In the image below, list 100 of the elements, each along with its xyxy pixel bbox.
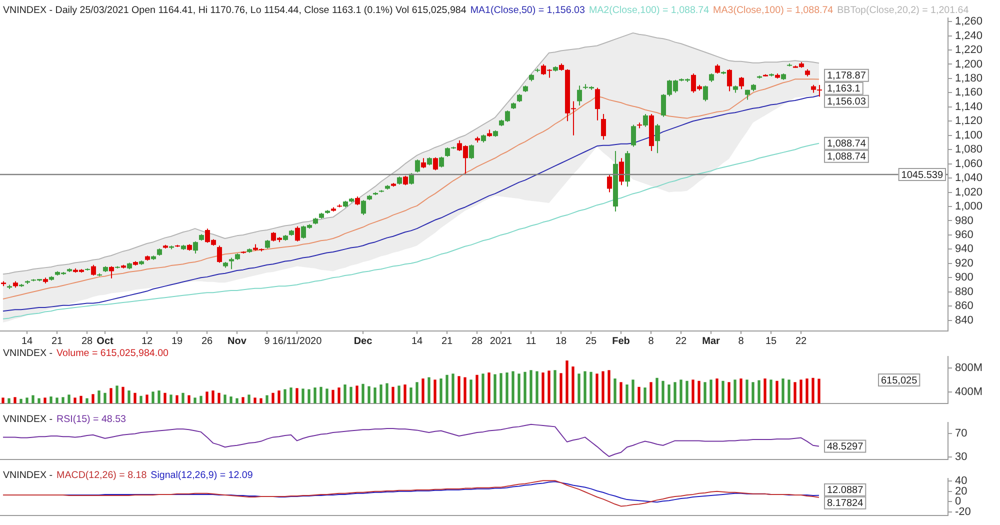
x-tick-label: 19 (171, 336, 183, 347)
text: BBTop(Close,20,2) = 1,201.64 (837, 5, 969, 16)
y-tick-label: 900 (955, 272, 974, 284)
y-tick-label: 20 (955, 485, 968, 498)
y-tick-label: 1,140 (955, 100, 983, 113)
candlestick (421, 158, 426, 169)
y-tick-label: 840 (955, 314, 974, 326)
candlestick (727, 68, 732, 92)
text: Volume = 615,025,984.00 (56, 348, 168, 359)
data-label: 12.0887 (827, 485, 864, 496)
candlestick (601, 114, 606, 140)
candlestick (655, 123, 660, 154)
x-tick-label: Oct (96, 336, 114, 347)
candlestick (577, 85, 582, 106)
candlestick (661, 94, 666, 118)
text: 1,088.74 (827, 152, 866, 163)
data-label: 1,178.87 (827, 70, 866, 82)
chart-title: VNINDEX - (3, 348, 53, 359)
y-tick-label: 1,180 (955, 72, 983, 84)
text: MA3(Close,100) = 1,088.74 (713, 5, 834, 16)
series-label: RSI(15) = 48.53 (56, 414, 126, 425)
y-tick-label: 30 (955, 451, 968, 464)
data-label: 1,088.74 (827, 138, 866, 150)
candlestick (469, 144, 474, 160)
candlestick (91, 264, 96, 276)
x-tick-label: 21 (441, 336, 453, 347)
chart-title: VNINDEX - (3, 414, 53, 425)
x-tick-label: 28 (471, 336, 483, 347)
candlestick (295, 226, 300, 242)
x-tick-label: Nov (228, 336, 247, 347)
y-tick-label: 800M (955, 362, 983, 374)
candlestick (415, 159, 420, 173)
x-tick-label: 16/11/2020 (272, 336, 322, 347)
y-tick-label: 1,240 (955, 30, 983, 42)
y-tick-label: 920 (955, 257, 974, 270)
x-tick-label: 14 (411, 336, 423, 347)
y-tick-label: 70 (955, 428, 968, 440)
x-tick-label: 12 (141, 336, 153, 347)
y-tick-label: 980 (955, 214, 974, 227)
y-tick-label: 1,220 (955, 44, 983, 56)
candlestick (643, 114, 648, 128)
x-tick-label: 18 (555, 336, 567, 347)
y-tick-label: 1,100 (955, 129, 983, 142)
candlestick (595, 87, 600, 121)
y-tick-label: 1,000 (955, 200, 983, 213)
x-tick-label: 22 (795, 336, 807, 347)
x-tick-label: 26 (201, 336, 213, 347)
x-tick-label: 11 (526, 336, 537, 347)
x-tick-label: 14 (21, 336, 33, 347)
chart-title: VNINDEX - (3, 470, 53, 481)
x-tick-label: 8 (738, 336, 744, 347)
y-tick-label: 1,080 (955, 144, 983, 156)
candlestick (703, 85, 708, 102)
candlestick (229, 257, 234, 270)
y-tick-label: 860 (955, 300, 974, 312)
y-tick-label: -20 (955, 506, 971, 518)
x-tick-label: 2021 (490, 336, 513, 347)
text: MA2(Close,100) = 1,088.74 (588, 5, 710, 16)
y-tick-label: 1,040 (955, 172, 983, 184)
candlestick (619, 158, 624, 186)
candlestick (433, 156, 438, 171)
x-tick-label: 25 (585, 336, 597, 347)
text: 1,163.1 (827, 84, 860, 95)
y-tick-label: 960 (955, 228, 974, 241)
candlestick (361, 200, 366, 216)
y-tick-label: 1,020 (955, 186, 983, 198)
candlestick (715, 64, 720, 74)
x-tick-label: Mar (702, 336, 720, 347)
candlestick (403, 175, 408, 186)
y-tick-label: 940 (955, 243, 974, 256)
candlestick (631, 124, 636, 148)
y-tick-label: 0 (955, 496, 962, 508)
x-tick-label: 15 (765, 336, 777, 347)
y-tick-label: 1,060 (955, 158, 983, 170)
data-label: 8.17824 (827, 498, 864, 510)
candlestick (109, 266, 114, 279)
candlestick (607, 174, 612, 193)
x-tick-label: 21 (51, 336, 63, 347)
annotation: 615,025 (881, 375, 918, 386)
text: MA1(Close,50) = 1,156.03 (470, 5, 585, 16)
candlestick (439, 156, 444, 168)
data-label: 1,156.03 (827, 96, 866, 108)
x-tick-label: Feb (612, 336, 630, 347)
series-label: Signal(12,26,9) = 12.09 (150, 470, 253, 481)
y-tick-label: 880 (955, 286, 974, 298)
y-tick-label: 1,260 (955, 16, 983, 28)
x-tick-label: 22 (675, 336, 687, 347)
y-tick-label: 1,160 (955, 86, 983, 99)
chart-title: VNINDEX - Daily 25/03/2021 Open 1164.41, Hi 1170.76, Lo 1154.44, Close 1163.1 (0.1%) Vol 615,025,984 (3, 5, 466, 16)
y-tick-label: 1,120 (955, 115, 983, 128)
series-label: MACD(12,26) = 8.18 (56, 470, 147, 481)
y-tick-label: 400M (955, 386, 983, 398)
ref-line-label: 1045.539 (901, 170, 944, 181)
y-tick-label: 1,200 (955, 58, 983, 70)
candlestick (217, 245, 222, 264)
data-label: 48.5297 (827, 441, 864, 452)
x-tick-label: Dec (354, 336, 373, 347)
x-tick-label: 28 (81, 336, 93, 347)
x-tick-label: 9 (264, 336, 270, 347)
x-tick-label: 8 (648, 336, 654, 347)
